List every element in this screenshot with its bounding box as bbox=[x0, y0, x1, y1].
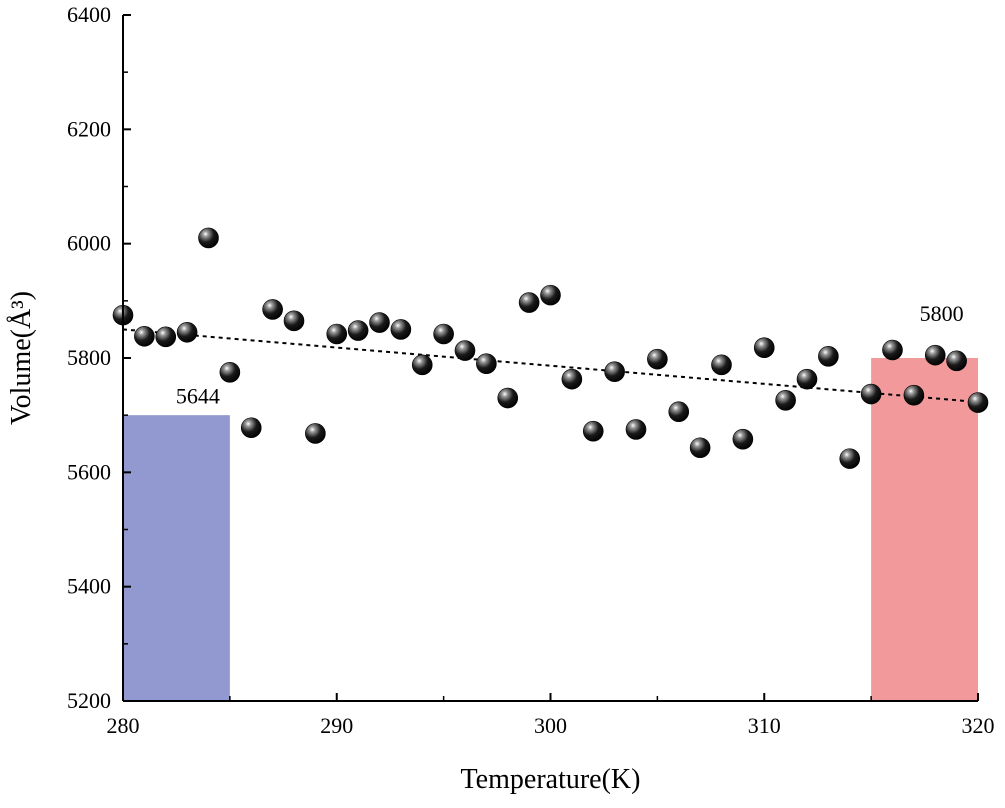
data-point bbox=[370, 313, 390, 333]
data-point bbox=[840, 449, 860, 469]
data-point bbox=[583, 421, 603, 441]
data-point bbox=[947, 351, 967, 371]
x-tick-label: 300 bbox=[534, 713, 567, 738]
data-point bbox=[134, 326, 154, 346]
y-tick-label: 5800 bbox=[67, 345, 111, 370]
data-point bbox=[434, 324, 454, 344]
data-point bbox=[476, 354, 496, 374]
high-range-label: 5800 bbox=[920, 301, 964, 326]
scatter-chart: 5200 5400 5600 5800 6000 6200 6400 280 290 300 310… bbox=[0, 0, 1005, 808]
data-point bbox=[818, 346, 838, 366]
data-point bbox=[754, 338, 774, 358]
data-point bbox=[626, 419, 646, 439]
y-tick-label: 5600 bbox=[67, 459, 111, 484]
y-tick-label: 5200 bbox=[67, 688, 111, 713]
axes bbox=[123, 15, 978, 701]
y-axis-title: Volume(Å³) bbox=[6, 291, 37, 425]
high-range-bar bbox=[871, 358, 978, 701]
data-point bbox=[177, 322, 197, 342]
data-point bbox=[498, 388, 518, 408]
data-point bbox=[391, 319, 411, 339]
data-point bbox=[412, 355, 432, 375]
data-point bbox=[605, 362, 625, 382]
data-point bbox=[883, 340, 903, 360]
low-range-label: 5644 bbox=[176, 384, 220, 409]
data-point bbox=[241, 418, 261, 438]
data-point bbox=[904, 385, 924, 405]
data-point bbox=[519, 293, 539, 313]
y-tick-label: 5400 bbox=[67, 574, 111, 599]
data-point bbox=[348, 321, 368, 341]
y-tick-label: 6400 bbox=[67, 2, 111, 27]
data-point bbox=[712, 355, 732, 375]
trend-line bbox=[123, 329, 978, 402]
data-point bbox=[776, 390, 796, 410]
data-point bbox=[455, 341, 475, 361]
y-tick-label: 6000 bbox=[67, 231, 111, 256]
data-point bbox=[220, 362, 240, 382]
data-point bbox=[327, 324, 347, 344]
data-point bbox=[733, 429, 753, 449]
data-point bbox=[284, 311, 304, 331]
x-axis-title: Temperature(K) bbox=[461, 764, 641, 795]
data-points bbox=[113, 228, 988, 469]
x-tick-label: 290 bbox=[320, 713, 353, 738]
y-tick-label: 6200 bbox=[67, 116, 111, 141]
data-point bbox=[199, 228, 219, 248]
low-range-bar bbox=[123, 415, 230, 701]
data-point bbox=[156, 327, 176, 347]
data-point bbox=[968, 393, 988, 413]
data-point bbox=[690, 438, 710, 458]
x-tick-label: 320 bbox=[962, 713, 995, 738]
trend-layer bbox=[123, 329, 978, 402]
data-point bbox=[541, 285, 561, 305]
highlight-regions bbox=[123, 358, 978, 701]
data-point bbox=[797, 369, 817, 389]
data-point bbox=[925, 345, 945, 365]
data-point bbox=[669, 402, 689, 422]
x-tick-label: 310 bbox=[748, 713, 781, 738]
data-point bbox=[647, 349, 667, 369]
data-point bbox=[861, 384, 881, 404]
x-tick-label: 280 bbox=[107, 713, 140, 738]
data-point bbox=[305, 423, 325, 443]
data-point bbox=[562, 369, 582, 389]
data-point bbox=[263, 299, 283, 319]
